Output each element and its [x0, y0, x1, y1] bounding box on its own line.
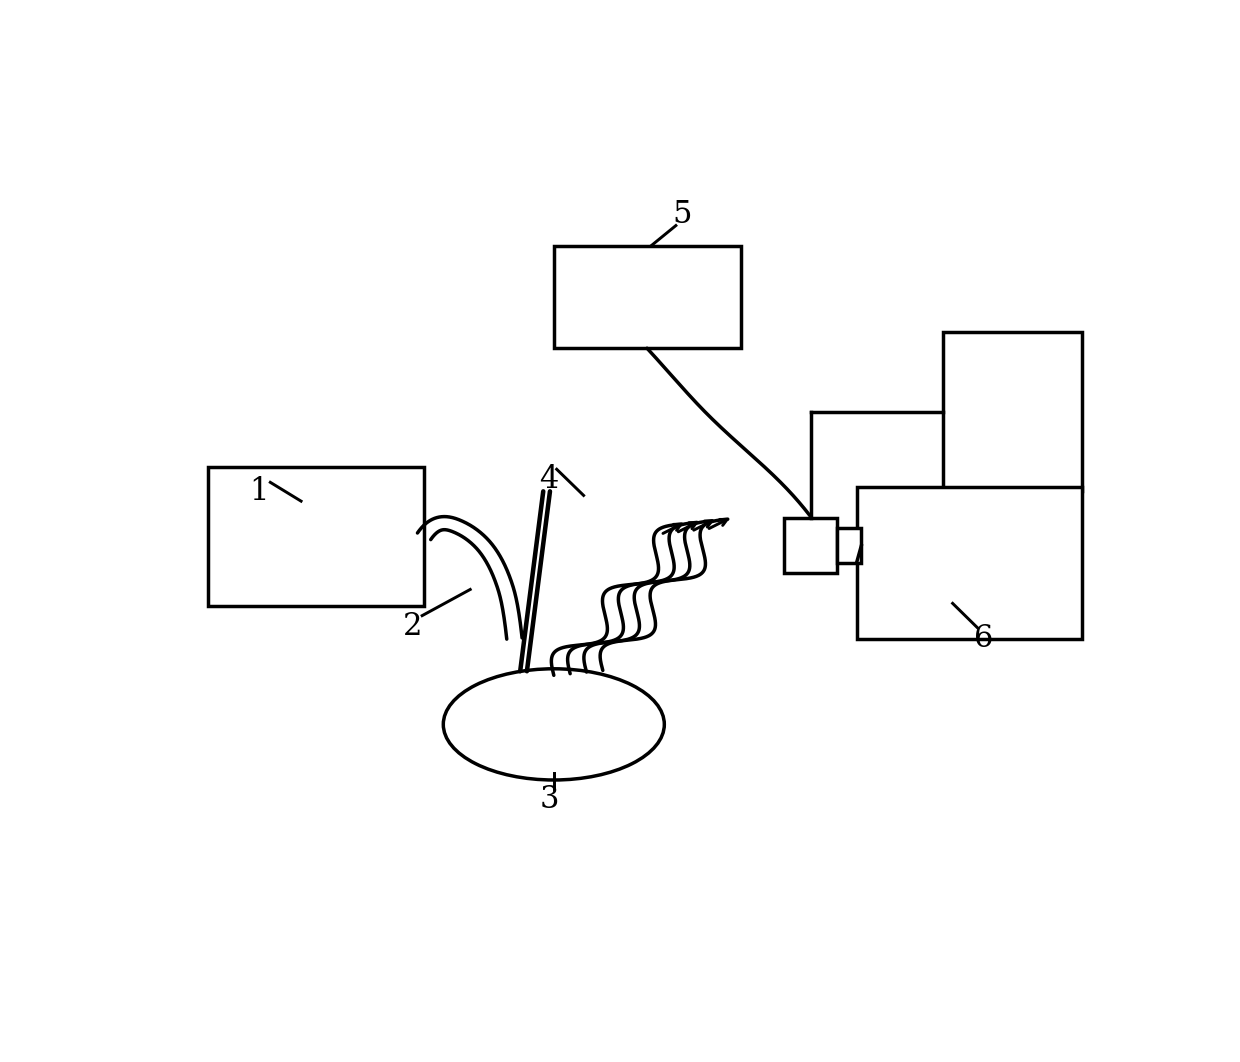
Text: 6: 6	[973, 623, 993, 654]
Bar	[785, 517, 837, 573]
Text: 5: 5	[672, 200, 692, 230]
Bar	[857, 487, 1083, 638]
Bar	[942, 331, 1083, 492]
Text: 1: 1	[249, 476, 269, 507]
Bar	[554, 246, 742, 348]
Text: 2: 2	[403, 611, 423, 641]
Text: 4: 4	[539, 464, 559, 495]
Text: 3: 3	[539, 784, 559, 816]
Ellipse shape	[444, 669, 665, 780]
Bar	[208, 467, 424, 605]
Bar	[837, 528, 862, 563]
